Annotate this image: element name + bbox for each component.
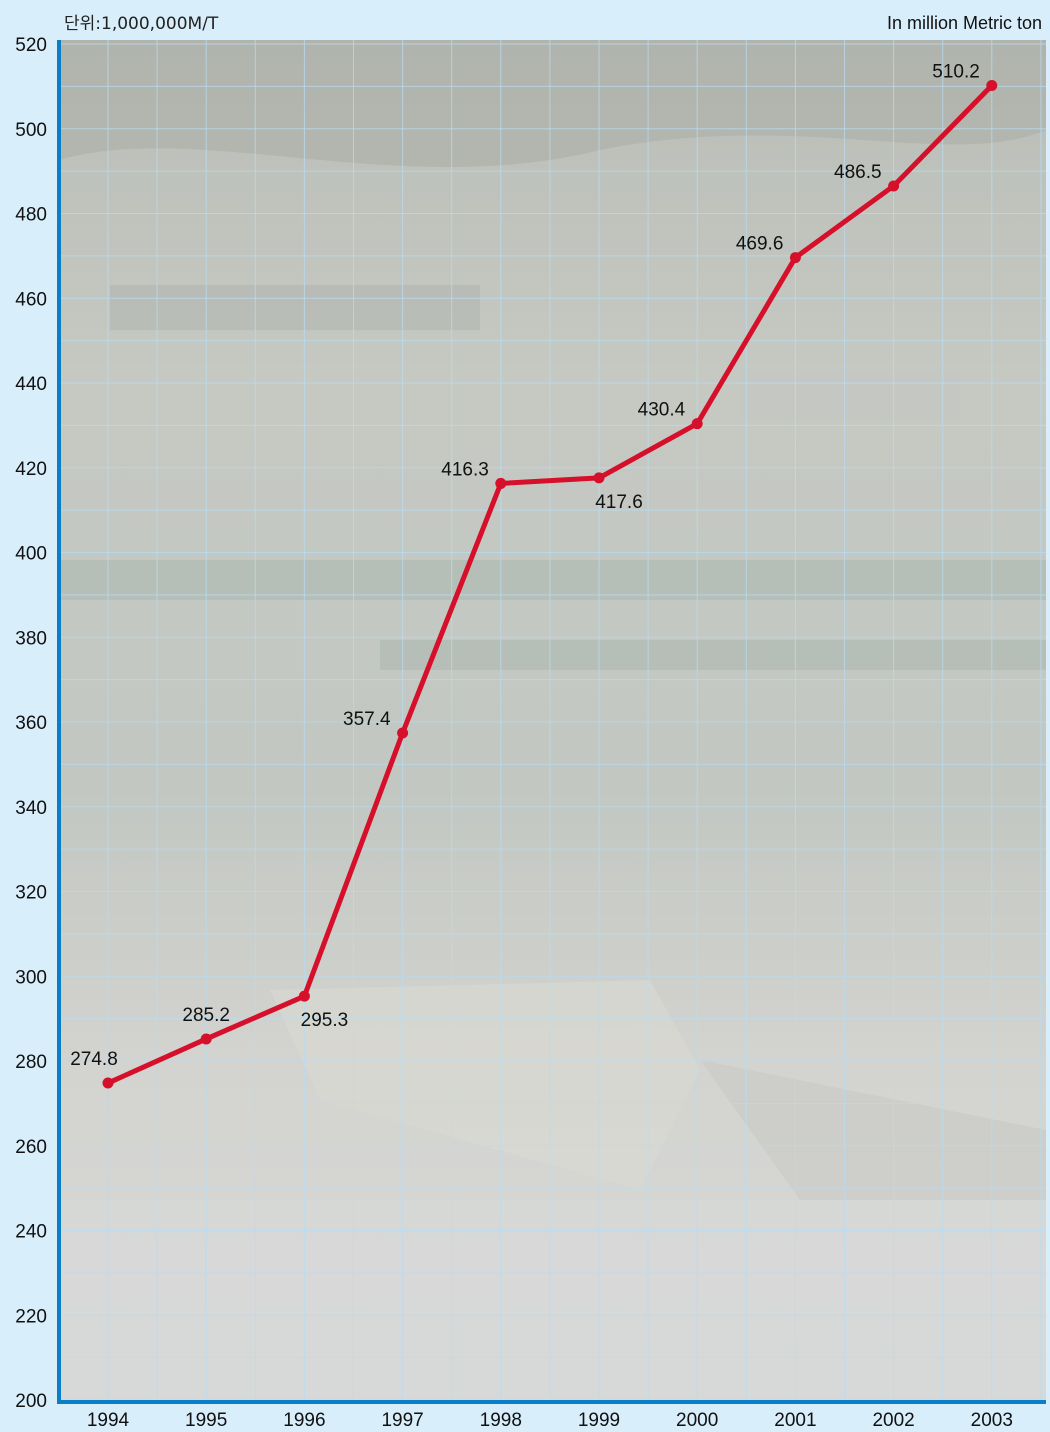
- y-tick-label: 220: [15, 1306, 47, 1327]
- y-tick-label: 260: [15, 1137, 47, 1158]
- x-tick-label: 1994: [87, 1410, 130, 1431]
- y-tick-label: 500: [15, 120, 47, 141]
- y-tick-label: 520: [15, 35, 47, 56]
- data-point: [298, 990, 310, 1002]
- data-label: 285.2: [182, 1005, 230, 1026]
- data-label: 486.5: [834, 162, 882, 183]
- y-tick-label: 420: [15, 459, 47, 480]
- unit-label: 단위:1,000,000M/T: [64, 14, 219, 34]
- unit-subtitle: In million Metric ton: [886, 13, 1042, 33]
- data-label: 417.6: [595, 492, 643, 513]
- data-label: 357.4: [343, 709, 391, 730]
- data-point: [691, 418, 703, 430]
- data-point: [888, 180, 900, 192]
- background-building-shape: [740, 370, 960, 420]
- y-tick-label: 200: [15, 1391, 47, 1412]
- y-tick-label: 440: [15, 374, 47, 395]
- background-hill-shape: [59, 40, 1046, 168]
- data-label: 416.3: [441, 459, 489, 480]
- x-tick-label: 2002: [872, 1410, 914, 1431]
- y-tick-label: 280: [15, 1052, 47, 1073]
- background-water-shape: [59, 1200, 1046, 1400]
- y-tick-label: 300: [15, 967, 47, 988]
- data-point: [200, 1033, 212, 1045]
- y-tick-label: 400: [15, 544, 47, 565]
- x-tick-label: 1998: [480, 1410, 522, 1431]
- x-tick-label: 2000: [676, 1410, 718, 1431]
- x-tick-label: 1999: [578, 1410, 620, 1431]
- y-tick-label: 360: [15, 713, 47, 734]
- data-label: 469.6: [736, 234, 784, 255]
- data-point: [495, 477, 507, 489]
- data-label: 295.3: [301, 1010, 349, 1031]
- x-tick-label: 1997: [381, 1410, 423, 1431]
- x-tick-label: 2003: [971, 1410, 1013, 1431]
- y-tick-label: 340: [15, 798, 47, 819]
- data-point: [789, 252, 801, 264]
- background-pier-shape: [700, 1060, 1046, 1200]
- y-tick-label: 460: [15, 289, 47, 310]
- series-line: [105, 83, 995, 1086]
- data-point: [397, 727, 409, 739]
- data-point: [102, 1077, 114, 1089]
- x-tick-label: 2001: [774, 1410, 816, 1431]
- y-tick-label: 240: [15, 1222, 47, 1243]
- y-tick-label: 320: [15, 883, 47, 904]
- background-ship-shape: [270, 980, 700, 1190]
- x-tick-label: 1995: [185, 1410, 227, 1431]
- background-crane-beam-shape: [60, 560, 1046, 600]
- data-point: [593, 472, 605, 484]
- data-label: 510.2: [932, 62, 980, 83]
- x-tick-label: 1996: [283, 1410, 325, 1431]
- y-tick-label: 480: [15, 205, 47, 226]
- background-crane-beam-shape: [380, 640, 1046, 670]
- y-tick-label: 380: [15, 628, 47, 649]
- data-point: [986, 80, 998, 92]
- background-building-shape: [110, 285, 480, 330]
- data-label: 274.8: [70, 1049, 118, 1070]
- data-label: 430.4: [638, 400, 686, 421]
